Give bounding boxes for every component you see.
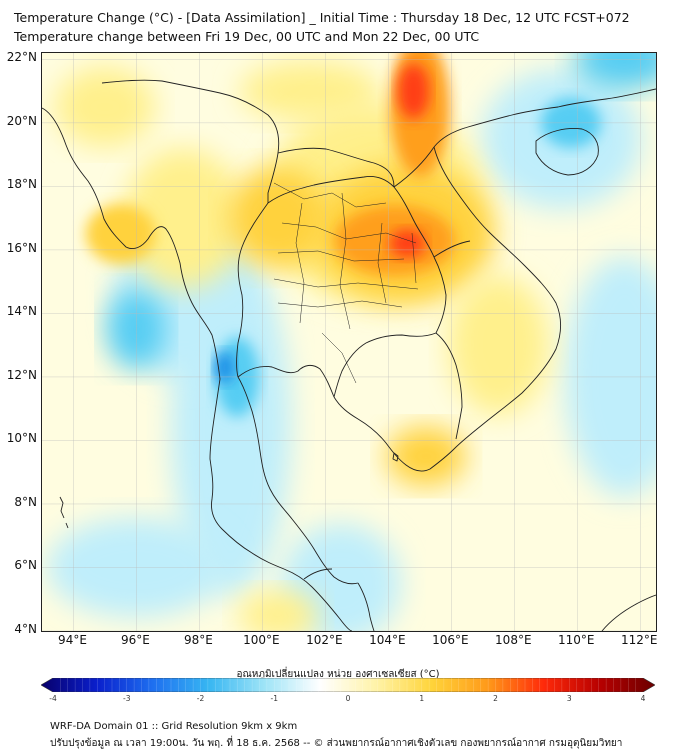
colorbar-title: อุณหภูมิเปลี่ยนแปลง หน่วย องศาเซลเซียส (… <box>236 669 440 680</box>
malay-east-coast <box>357 582 375 631</box>
gulf-north-shore <box>237 364 335 398</box>
latitude-label: 16°N <box>6 240 37 255</box>
gulf-west-shore <box>237 376 359 585</box>
colorbar <box>41 678 655 692</box>
temperature-anomaly-blob <box>238 590 319 631</box>
hainan-island <box>535 128 599 176</box>
colorbar-tick-label: 1 <box>419 694 425 703</box>
colorbar-tick-label: -2 <box>196 694 205 703</box>
myanmar-china-border <box>101 79 280 203</box>
andaman-coast <box>209 378 353 631</box>
longitude-label: 110°E <box>558 633 595 647</box>
colorbar-body <box>41 678 655 692</box>
temperature-change-map <box>42 53 656 631</box>
temperature-anomaly-blob <box>54 66 155 147</box>
latitude-label: 8°N <box>14 494 37 509</box>
thai-cambodia-border <box>333 332 437 398</box>
cambodia-vietnam-border <box>435 332 463 440</box>
longitude-label: 100°E <box>243 633 280 647</box>
borneo-coast <box>601 594 656 631</box>
coastlines-and-borders <box>42 79 656 631</box>
latitude-label: 14°N <box>6 304 37 319</box>
temperature-anomaly-blob <box>123 148 244 289</box>
longitude-label: 104°E <box>369 633 406 647</box>
longitude-label: 108°E <box>495 633 532 647</box>
map-panel <box>41 52 657 632</box>
colorbar-tick-label: 2 <box>493 694 498 703</box>
temperature-anomaly-blob <box>214 351 235 384</box>
mekong-border <box>267 176 435 258</box>
latitude-label: 4°N <box>14 622 37 636</box>
temperature-anomaly-blob <box>386 426 467 487</box>
phu-quoc-island <box>392 452 399 462</box>
latitude-label: 6°N <box>14 558 37 573</box>
map-title-line-1: Temperature Change (°C) - [Data Assimila… <box>14 10 630 25</box>
colorbar-tick-label: -1 <box>270 694 278 703</box>
colorbar-tick-label: -3 <box>123 694 131 703</box>
andaman-islands <box>59 496 69 529</box>
colorbar-tick-label: 0 <box>345 694 351 703</box>
myanmar-thai-border <box>236 202 269 378</box>
latitude-label: 12°N <box>6 367 37 382</box>
temperature-anomaly-blob <box>389 229 426 258</box>
cambodia-vietnam-coast <box>333 146 561 472</box>
longitude-label: 112°E <box>621 633 658 647</box>
map-title-line-2: Temperature change between Fri 19 Dec, 0… <box>14 29 480 44</box>
temperature-anomaly-blob <box>397 63 430 120</box>
temperature-anomaly-blob <box>85 204 156 265</box>
thai-malaysia-border <box>303 568 333 580</box>
longitude-label: 102°E <box>306 633 343 647</box>
china-laos-border <box>277 147 395 188</box>
thai-laos-border <box>433 256 447 334</box>
latitude-label: 18°N <box>6 177 37 192</box>
colorbar-tick-label: 3 <box>566 694 572 703</box>
temperature-anomaly-blob <box>574 53 656 90</box>
myanmar-west-coast <box>42 107 221 380</box>
longitude-label: 106°E <box>432 633 469 647</box>
temperature-anomaly-blob <box>228 168 329 269</box>
latitude-label: 10°N <box>6 431 37 446</box>
temperature-field <box>42 53 656 631</box>
longitude-label: 94°E <box>58 633 87 647</box>
south-china-coast <box>433 88 656 148</box>
latitude-label: 22°N <box>6 50 37 65</box>
footer-domain-info: WRF-DA Domain 01 :: Grid Resolution 9km … <box>50 721 298 732</box>
longitude-label: 98°E <box>183 633 213 647</box>
laos-vietnam-border <box>393 146 471 258</box>
longitude-label: 96°E <box>121 633 150 647</box>
temperature-anomaly-blob <box>448 275 549 416</box>
latitude-label: 20°N <box>6 113 37 128</box>
colorbar-tick-label: 4 <box>640 694 646 703</box>
colorbar-tick-label: -4 <box>49 694 57 703</box>
footer-credit: ปรับปรุงข้อมูล ณ เวลา 19:00น. วัน พฤ. ที… <box>50 738 623 749</box>
province-lines <box>273 182 419 384</box>
